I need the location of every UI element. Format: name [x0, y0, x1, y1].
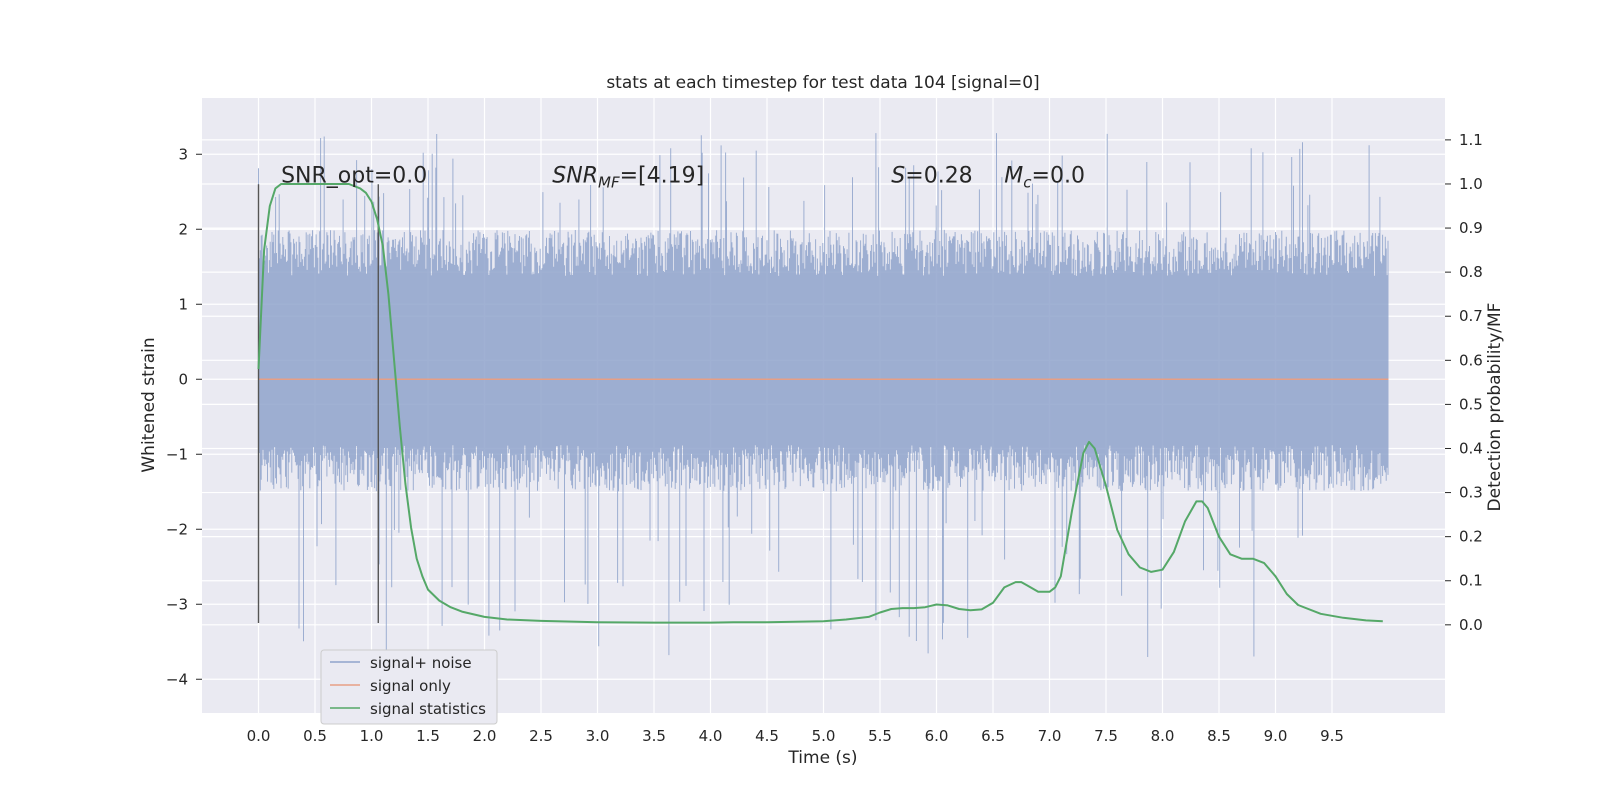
y-tick-label: 3 — [178, 145, 188, 163]
y2-axis-ticks: 1.1 1.0 0.9 0.8 0.7 0.6 0.5 0.4 0.3 0.2 0.1 0.0 — [1445, 131, 1483, 634]
y2-tick-label: 0.7 — [1459, 307, 1483, 325]
y2-tick-label: 0.2 — [1459, 528, 1483, 546]
y2-tick-label: 1.0 — [1459, 175, 1483, 193]
y2-tick-label: 0.9 — [1459, 219, 1483, 237]
y2-tick-label: 1.1 — [1459, 131, 1483, 149]
x-tick-label: 9.0 — [1264, 727, 1288, 745]
statistics-line — [257, 183, 1383, 624]
y-tick-label: 2 — [178, 220, 188, 238]
x-tick-label: 3.5 — [642, 727, 666, 745]
x-tick-label: 8.0 — [1151, 727, 1175, 745]
annotation-mc: Mc=0.0 — [1004, 163, 1085, 191]
legend-label-signal-statistics: signal statistics — [370, 700, 486, 718]
legend-label-signal-noise: signal+ noise — [370, 654, 472, 672]
y2-tick-label: 0.6 — [1459, 351, 1483, 369]
y-tick-label: −4 — [166, 670, 188, 688]
annotation-snr-mf: SNRMF=[4.19] — [552, 163, 704, 191]
x-tick-label: 7.5 — [1094, 727, 1118, 745]
y-tick-label: −2 — [166, 520, 188, 538]
y2-tick-label: 0.5 — [1459, 395, 1483, 413]
x-tick-label: 4.0 — [699, 727, 723, 745]
x-tick-label: 6.0 — [925, 727, 949, 745]
y2-tick-label: 0.1 — [1459, 572, 1483, 590]
x-tick-label: 6.5 — [981, 727, 1005, 745]
statistics-series — [257, 183, 1383, 624]
y2-tick-label: 0.3 — [1459, 484, 1483, 502]
x-tick-label: 2.0 — [473, 727, 497, 745]
legend-label-signal-only: signal only — [370, 677, 451, 695]
y2-tick-label: 0.8 — [1459, 263, 1483, 281]
x-axis-label: Time (s) — [787, 748, 857, 768]
x-tick-label: 5.5 — [868, 727, 892, 745]
x-tick-label: 1.0 — [360, 727, 384, 745]
y2-axis-label: Detection probability/MF — [1485, 303, 1505, 512]
y-tick-label: −3 — [166, 595, 188, 613]
y-axis-label: Whitened strain — [139, 337, 159, 472]
vertical-markers — [257, 184, 379, 623]
y2-tick-label: 0.4 — [1459, 439, 1483, 457]
y-tick-label: 0 — [178, 370, 188, 388]
chart-title: stats at each timestep for test data 104… — [606, 73, 1039, 93]
x-tick-label: 4.5 — [755, 727, 779, 745]
x-tick-label: 8.5 — [1207, 727, 1231, 745]
x-axis-ticks: 0.0 0.5 1.0 1.5 2.0 2.5 3.0 3.5 4.0 4.5 5.0 5.5 6.0 6… — [247, 727, 1344, 745]
y-tick-label: 1 — [178, 295, 188, 313]
x-tick-label: 3.0 — [586, 727, 610, 745]
annotation-s-stat: S=0.28 — [891, 163, 972, 188]
x-tick-label: 7.0 — [1038, 727, 1062, 745]
annotations: SNR_opt=0.0 SNRMF=[4.19] S=0.28 Mc=0.0 — [281, 163, 1085, 191]
legend-box — [320, 649, 498, 725]
y-axis-ticks: 3 2 1 0 −1 −2 −3 −4 — [166, 145, 202, 688]
annotation-snr-opt: SNR_opt=0.0 — [281, 163, 427, 188]
x-tick-label: 0.0 — [247, 727, 271, 745]
x-tick-label: 1.5 — [416, 727, 440, 745]
y2-tick-label: 0.0 — [1459, 616, 1483, 634]
x-tick-label: 9.5 — [1320, 727, 1344, 745]
y-tick-label: −1 — [166, 445, 188, 463]
x-tick-label: 5.0 — [812, 727, 836, 745]
x-tick-label: 0.5 — [303, 727, 327, 745]
x-tick-label: 2.5 — [529, 727, 553, 745]
legend: signal+ noise signal only signal statist… — [320, 649, 498, 725]
